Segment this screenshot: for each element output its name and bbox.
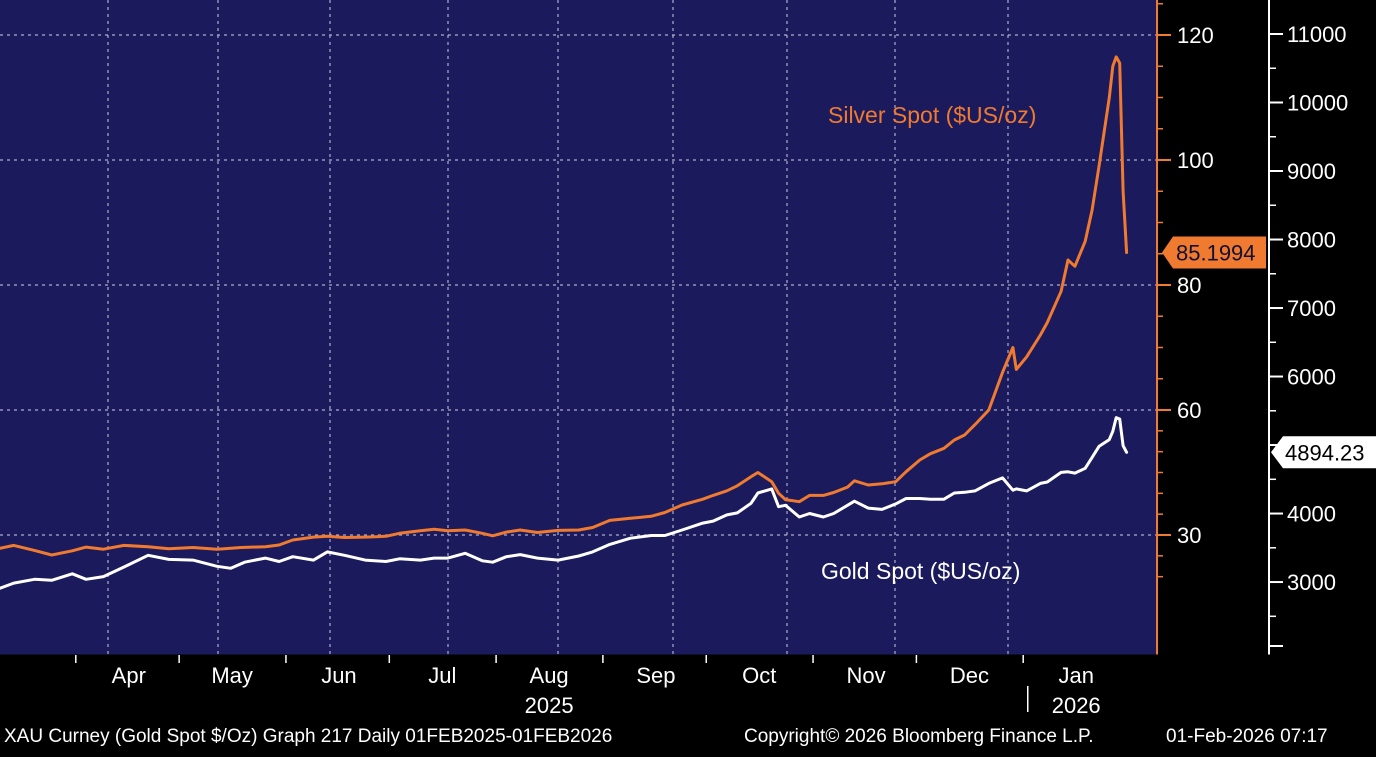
silver-last-value-label: 85.1994: [1176, 241, 1256, 266]
x-axis-month-label: Apr: [112, 663, 146, 688]
x-axis-month-label: Oct: [742, 663, 776, 688]
gold-axis-tick-label: 9000: [1287, 159, 1336, 184]
gold-axis-tick-label: 8000: [1287, 228, 1336, 253]
gold-axis-tick-label: 7000: [1287, 296, 1336, 321]
gold-axis-tick-label: 11000: [1287, 22, 1347, 47]
silver-series-label: Silver Spot ($US/oz): [828, 102, 1036, 128]
gold-axis-tick-label: 10000: [1287, 91, 1348, 116]
silver-spot-line: [0, 55, 1129, 557]
x-axis-month-label: May: [211, 663, 253, 688]
footer-bar: XAU Curney (Gold Spot $/Oz) Graph 217 Da…: [0, 722, 1376, 752]
x-axis-year-label: 2026: [1052, 693, 1101, 718]
gold-spot-line: [0, 416, 1129, 590]
silver-last-value-tag: [1162, 236, 1266, 269]
x-axis-month-label: Nov: [846, 663, 885, 688]
gold-series-label: Gold Spot ($US/oz): [821, 558, 1020, 584]
x-axis-month-label: Sep: [636, 663, 675, 688]
silver-axis-tick-label: 120: [1177, 23, 1214, 48]
x-axis-month-label: Aug: [530, 663, 569, 688]
gold-last-value-tag: [1271, 436, 1376, 469]
silver-axis-tick-label: 60: [1177, 398, 1201, 423]
gold-axis-tick-label: 3000: [1287, 570, 1336, 595]
gold-axis-tick-label: 6000: [1287, 365, 1336, 390]
silver-axis-tick-label: 80: [1177, 273, 1201, 298]
x-axis-year-label: 2025: [525, 693, 574, 718]
x-axis-month-label: Dec: [950, 663, 989, 688]
x-axis-month-label: Jan: [1058, 663, 1093, 688]
footer-copyright: Copyright© 2026 Bloomberg Finance L.P.: [744, 726, 1094, 747]
footer-ticker-info: XAU Curney (Gold Spot $/Oz) Graph 217 Da…: [4, 726, 613, 747]
x-axis-month-label: Jun: [321, 663, 356, 688]
silver-axis-tick-label: 100: [1177, 148, 1214, 173]
silver-axis-tick-label: 30: [1177, 523, 1201, 548]
plot-area: [0, 0, 1158, 655]
gold-axis-tick-label: 4000: [1287, 502, 1336, 527]
footer-timestamp: 01-Feb-2026 07:17: [1166, 726, 1328, 747]
gold-last-value-label: 4894.23: [1285, 440, 1365, 465]
x-axis-month-label: Jul: [428, 663, 456, 688]
